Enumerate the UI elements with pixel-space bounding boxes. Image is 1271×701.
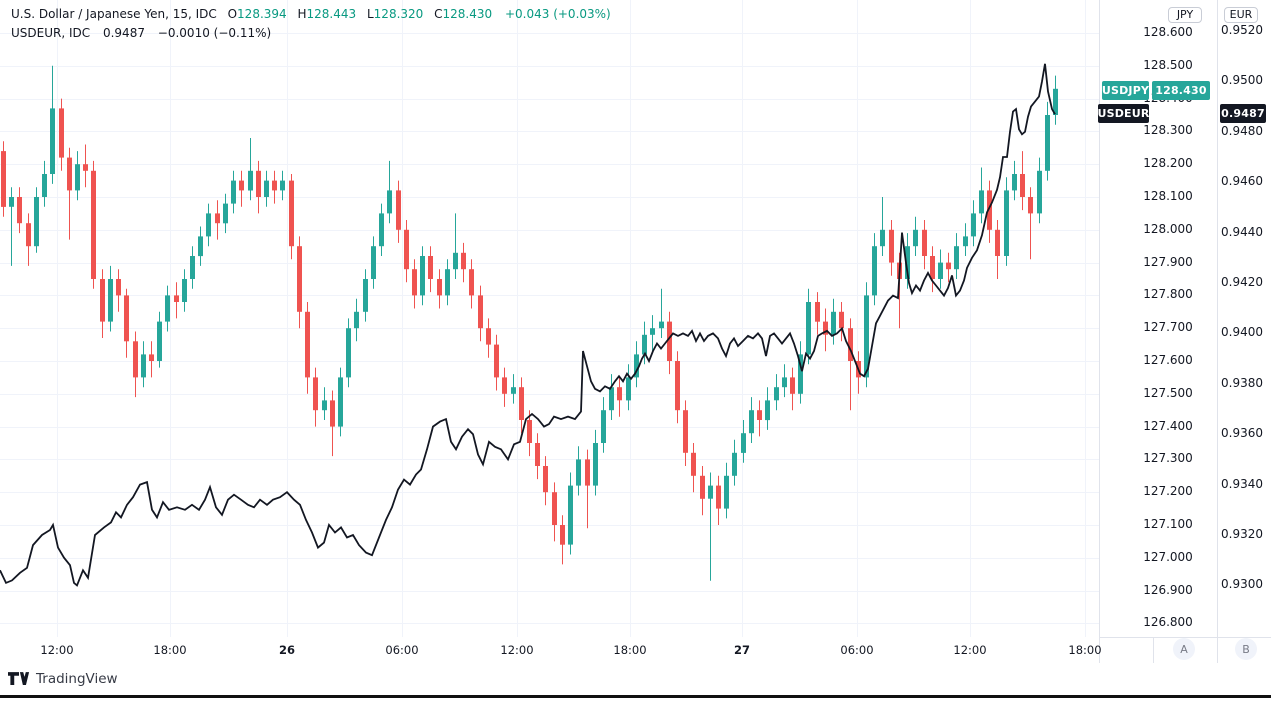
- eur-axis-label: 0.9360: [1221, 426, 1263, 441]
- jpy-price-scale[interactable]: 128.600128.500128.400128.300128.200128.1…: [1100, 0, 1217, 637]
- jpy-axis-label: 128.200: [1143, 156, 1193, 171]
- jpy-axis-label: 127.800: [1143, 287, 1193, 302]
- usdjpy-last-price-badge: 128.430: [1152, 81, 1210, 100]
- jpy-axis-label: 127.700: [1143, 320, 1193, 335]
- high-value: 128.443: [306, 7, 357, 21]
- chart-legend: U.S. Dollar / Japanese Yen, 15, IDC O128…: [11, 5, 611, 42]
- usdeur-line-series: [0, 63, 1056, 587]
- time-axis-label: 18:00: [613, 643, 647, 657]
- plot-axis-separator[interactable]: [1099, 0, 1100, 663]
- overlay-legend-row[interactable]: USDEUR, IDC 0.9487 −0.0010 (−0.11%): [11, 24, 611, 43]
- usdjpy-series-badge: USDJPY: [1102, 81, 1149, 100]
- time-axis-label: 06:00: [840, 643, 874, 657]
- jpy-axis-label: 128.600: [1143, 25, 1193, 39]
- eur-axis-label: 0.9380: [1221, 375, 1263, 390]
- usdeur-series-badge: USDEUR: [1097, 104, 1149, 123]
- eur-unit-badge[interactable]: EUR: [1224, 7, 1258, 23]
- high-label: H: [297, 7, 307, 21]
- time-axis-label: 06:00: [385, 643, 419, 657]
- jpy-axis-label: 127.200: [1143, 484, 1193, 499]
- symbol-change: +0.043 (+0.03%): [504, 7, 611, 21]
- jpy-axis-label: 126.900: [1143, 582, 1193, 597]
- eur-axis-label: 0.9400: [1221, 325, 1263, 340]
- time-axis-label: 18:00: [153, 643, 187, 657]
- low-value: 128.320: [373, 7, 424, 21]
- time-axis-label: 18:00: [1068, 643, 1102, 657]
- grid-lines: [0, 0, 1099, 637]
- jpy-axis-label: 127.100: [1143, 517, 1193, 531]
- jpy-unit-badge[interactable]: JPY: [1168, 7, 1202, 23]
- jpy-axis-label: 127.600: [1143, 353, 1193, 367]
- close-value: 128.430: [442, 7, 493, 21]
- eur-axis-label: 0.9500: [1221, 73, 1263, 88]
- jpy-axis-label: 128.000: [1143, 221, 1193, 236]
- eur-axis-label: 0.9520: [1221, 23, 1263, 37]
- open-value: 128.394: [237, 7, 287, 21]
- bottom-row-separator: [1153, 637, 1154, 663]
- eur-axis-label: 0.9320: [1221, 527, 1263, 541]
- eur-axis-label: 0.9420: [1221, 275, 1263, 289]
- scale-b-button[interactable]: B: [1235, 638, 1257, 660]
- jpy-axis-label: 127.500: [1143, 385, 1193, 400]
- jpy-axis-label: 127.900: [1143, 254, 1193, 269]
- time-axis-label: 26: [278, 643, 296, 657]
- tradingview-logo-icon: [8, 672, 30, 685]
- eur-axis-label: 0.9460: [1221, 174, 1263, 189]
- eur-axis-label: 0.9480: [1221, 123, 1263, 138]
- jpy-axis-label: 128.300: [1143, 123, 1193, 138]
- jpy-axis-label: 127.400: [1143, 418, 1193, 433]
- low-label: L: [366, 7, 374, 21]
- eur-price-scale[interactable]: 0.9520 0.9500 0.9480 0.9460 0.9440 0.9420 0.94…: [1218, 0, 1271, 637]
- time-scale[interactable]: 12:00 18:00 26 06:00 12:00 18:00 27 06:00 12:00 1…: [0, 637, 1102, 663]
- time-axis-label: 27: [733, 643, 751, 657]
- scale-a-button[interactable]: A: [1173, 638, 1195, 660]
- usdjpy-candle-series: [1, 65, 1058, 581]
- eur-axis-label: 0.9340: [1221, 476, 1263, 491]
- chart-canvas: [0, 0, 1099, 637]
- bottom-edge-bar: [0, 695, 1271, 698]
- overlay-change: −0.0010 (−0.11%): [157, 25, 272, 40]
- time-axis-label: 12:00: [953, 643, 987, 657]
- symbol-title[interactable]: U.S. Dollar / Japanese Yen, 15, IDC: [11, 7, 217, 21]
- time-axis-label: 12:00: [500, 643, 534, 657]
- tradingview-logo-text: TradingView: [36, 671, 118, 687]
- jpy-eur-axis-separator[interactable]: [1217, 0, 1218, 663]
- symbol-legend-row[interactable]: U.S. Dollar / Japanese Yen, 15, IDC O128…: [11, 5, 611, 24]
- close-label: C: [434, 7, 443, 21]
- jpy-axis-label: 128.100: [1143, 189, 1193, 203]
- overlay-title[interactable]: USDEUR, IDC: [11, 25, 91, 40]
- chart-plot-area[interactable]: [0, 0, 1099, 637]
- jpy-axis-label: 127.300: [1143, 451, 1193, 466]
- eur-axis-label: 0.9300: [1221, 577, 1263, 592]
- jpy-axis-label: 128.500: [1143, 57, 1193, 72]
- footer: TradingView: [0, 663, 1271, 698]
- overlay-value: 0.9487: [102, 25, 145, 40]
- eur-axis-label: 0.9440: [1221, 224, 1263, 239]
- usdeur-last-price-badge: 0.9487: [1220, 104, 1266, 123]
- open-label: O: [227, 7, 238, 21]
- jpy-axis-label: 127.000: [1143, 549, 1193, 564]
- jpy-axis-label: 126.800: [1143, 615, 1193, 630]
- time-axis-label: 12:00: [40, 643, 74, 657]
- tradingview-logo[interactable]: TradingView: [8, 671, 118, 687]
